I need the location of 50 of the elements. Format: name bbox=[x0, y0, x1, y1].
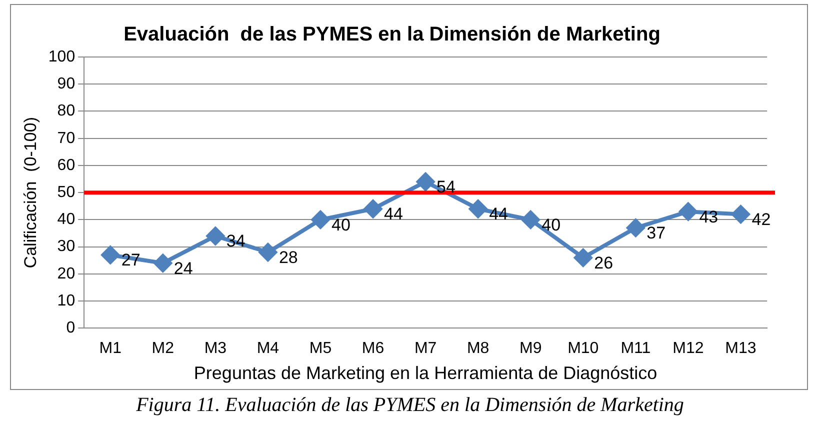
x-tick-label: M10 bbox=[568, 340, 599, 358]
x-tick-label: M6 bbox=[362, 340, 384, 358]
data-label: 24 bbox=[174, 258, 193, 278]
x-axis-title: Preguntas de Marketing en la Herramienta de Diagnóstico bbox=[194, 363, 658, 384]
y-tick-label: 20 bbox=[57, 265, 76, 282]
point bbox=[626, 218, 645, 237]
point bbox=[574, 248, 592, 267]
point bbox=[416, 172, 435, 191]
data-label: 37 bbox=[646, 224, 666, 243]
data-label: 28 bbox=[278, 248, 298, 267]
point bbox=[206, 226, 224, 245]
point bbox=[311, 210, 330, 229]
y-axis-title: Calificación (0-100) bbox=[20, 117, 40, 268]
point bbox=[522, 210, 540, 229]
data-label: 34 bbox=[226, 232, 246, 251]
x-tick-label: M11 bbox=[620, 340, 651, 358]
data-label: 26 bbox=[594, 253, 614, 272]
y-tick-label: 60 bbox=[57, 156, 76, 174]
y-tick-label: 100 bbox=[48, 48, 76, 66]
x-tick-label: M12 bbox=[672, 340, 704, 358]
x-tick-label: M9 bbox=[519, 340, 542, 358]
y-tick-label: 10 bbox=[57, 292, 76, 310]
chart-title: Evaluación de las PYMES en la Dimensión de Marketing bbox=[124, 24, 660, 46]
data-label: 44 bbox=[384, 204, 403, 224]
x-tick-label: M7 bbox=[414, 340, 437, 358]
data-label: 40 bbox=[542, 215, 561, 234]
y-tick-label: 70 bbox=[57, 130, 76, 147]
x-tick-label: M5 bbox=[309, 340, 332, 358]
x-tick-label: M8 bbox=[466, 340, 490, 358]
x-tick-label: M4 bbox=[256, 340, 280, 358]
point bbox=[154, 254, 172, 272]
data-label: 40 bbox=[331, 215, 350, 234]
point bbox=[732, 205, 750, 224]
y-tick-label: 0 bbox=[66, 320, 76, 337]
x-tick-label: M1 bbox=[99, 340, 122, 358]
x-tick-label: M3 bbox=[204, 340, 227, 358]
data-label: 42 bbox=[752, 210, 771, 229]
point bbox=[679, 202, 698, 221]
y-tick-label: 30 bbox=[57, 238, 76, 256]
x-tick-label: M2 bbox=[152, 340, 174, 358]
y-tick-label: 80 bbox=[57, 102, 76, 120]
point bbox=[364, 200, 382, 218]
text: Figura 11. Evaluación de las PYMES en la Dimensión de Marketing bbox=[135, 394, 685, 417]
y-tick-label: 40 bbox=[57, 211, 76, 228]
y-tick-label: 50 bbox=[57, 184, 76, 202]
point bbox=[258, 243, 277, 262]
y-tick-label: 90 bbox=[57, 76, 76, 93]
x-tick-label: M13 bbox=[725, 340, 756, 358]
point bbox=[101, 246, 120, 264]
point bbox=[469, 200, 488, 218]
